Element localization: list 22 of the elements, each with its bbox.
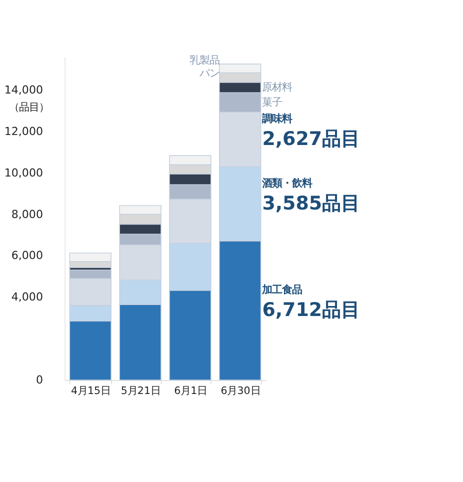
annotation: 2,627品目: [262, 128, 360, 150]
y-tick-label: 6,000: [11, 249, 43, 262]
y-tick-label: 14,000: [4, 83, 43, 96]
series-label: パン: [198, 68, 220, 80]
x-tick-label: 5月21日: [120, 384, 160, 397]
y-tick-label: 10,000: [4, 166, 43, 180]
y-tick-label: 4,000: [11, 290, 43, 304]
series-label: 加工食品: [261, 284, 302, 296]
series-label: 調味料: [261, 113, 292, 126]
x-tick-label: 4月15日: [70, 384, 111, 397]
y-axis-title: （品目）: [8, 101, 49, 114]
series-label: 菓子: [262, 96, 282, 109]
x-tick-label: 6月30日: [220, 384, 260, 397]
y-tick-label: 12,000: [4, 124, 43, 138]
y-tick-label: 8,000: [11, 208, 43, 221]
x-tick-label: 6月1日: [174, 384, 208, 397]
annotation: 6,712品目: [262, 299, 360, 322]
series-label: 酒類・飲料: [261, 177, 312, 190]
annotation: 3,585品目: [262, 192, 360, 214]
series-label: 原材料: [262, 82, 292, 94]
series-label: 乳製品: [190, 54, 220, 67]
y-tick-label: 0: [36, 374, 43, 387]
